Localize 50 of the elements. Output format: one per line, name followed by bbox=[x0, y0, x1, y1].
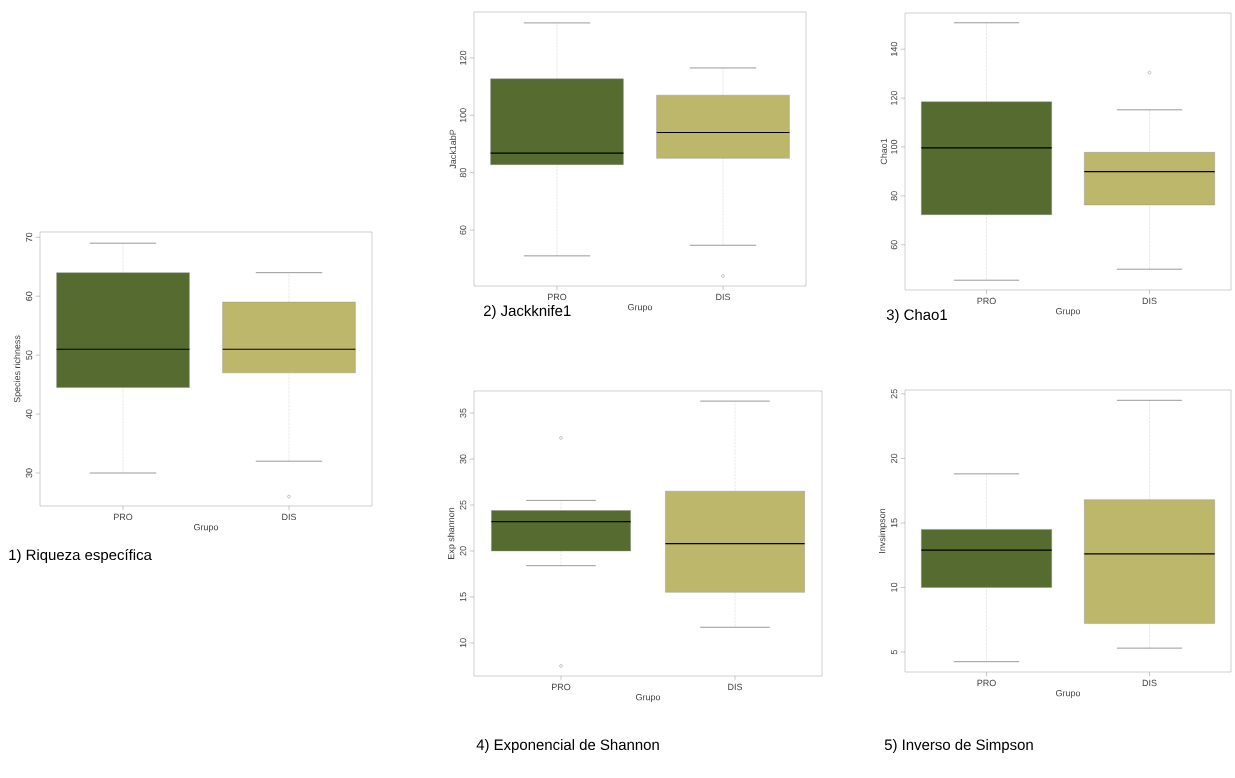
y-tick-label: 140 bbox=[890, 42, 898, 56]
y-axis-title: Species richness bbox=[13, 335, 23, 403]
y-tick-label: 80 bbox=[459, 168, 467, 178]
y-tick-label: 25 bbox=[459, 500, 467, 510]
y-tick-label: 60 bbox=[25, 291, 33, 301]
x-tick-label: PRO bbox=[548, 293, 567, 301]
y-tick-label: 35 bbox=[459, 408, 467, 418]
x-axis-title: Grupo bbox=[193, 523, 219, 533]
x-tick-label: DIS bbox=[728, 683, 743, 691]
y-tick-label: 20 bbox=[890, 453, 898, 463]
x-tick-label: PRO bbox=[977, 297, 996, 305]
x-axis-title: Grupo bbox=[636, 693, 661, 703]
text: 4) Exponencial de Shannon bbox=[476, 739, 659, 753]
y-tick-label: 30 bbox=[459, 454, 467, 464]
x-tick-label: DIS bbox=[282, 513, 297, 521]
x-tick-label: PRO bbox=[114, 513, 133, 521]
y-tick-label: 60 bbox=[890, 240, 898, 250]
x-tick-label: DIS bbox=[716, 293, 731, 301]
y-tick-label: 30 bbox=[25, 468, 33, 478]
x-axis-title: Grupo bbox=[1056, 307, 1081, 317]
y-tick-label: 70 bbox=[25, 232, 33, 242]
text: 2) Jackknife1 bbox=[483, 305, 571, 319]
y-axis-title: Invsimpson bbox=[878, 508, 888, 553]
y-tick-label: 15 bbox=[459, 592, 467, 602]
y-tick-label: 100 bbox=[459, 108, 467, 123]
y-tick-label: 20 bbox=[459, 546, 467, 556]
y-tick-label: 60 bbox=[459, 225, 467, 235]
text: 1) Riqueza específica bbox=[9, 548, 152, 564]
text: 5) Inverso de Simpson bbox=[884, 739, 1033, 753]
y-axis-title: Chao1 bbox=[880, 138, 888, 165]
y-tick-label: 120 bbox=[890, 90, 898, 105]
y-tick-label: 80 bbox=[890, 191, 898, 201]
x-tick-label: PRO bbox=[552, 683, 571, 691]
y-tick-label: 50 bbox=[25, 350, 33, 360]
x-tick-label: PRO bbox=[977, 679, 996, 687]
y-tick-label: 40 bbox=[25, 409, 33, 419]
y-tick-label: 25 bbox=[890, 389, 898, 399]
x-axis-title: Grupo bbox=[1056, 689, 1081, 699]
y-tick-label: 10 bbox=[890, 582, 898, 592]
y-axis-title: Jack1abP bbox=[449, 129, 457, 169]
x-tick-label: DIS bbox=[1142, 297, 1157, 305]
text: 3) Chao1 bbox=[886, 309, 947, 323]
x-axis-title: Grupo bbox=[628, 303, 653, 313]
y-tick-label: 15 bbox=[890, 518, 898, 528]
y-tick-label: 5 bbox=[890, 649, 898, 655]
y-tick-label: 120 bbox=[459, 50, 467, 65]
y-axis-title: Exp shannon bbox=[447, 507, 457, 559]
y-tick-label: 10 bbox=[459, 638, 467, 648]
y-tick-label: 100 bbox=[890, 139, 898, 154]
x-tick-label: DIS bbox=[1142, 679, 1157, 687]
